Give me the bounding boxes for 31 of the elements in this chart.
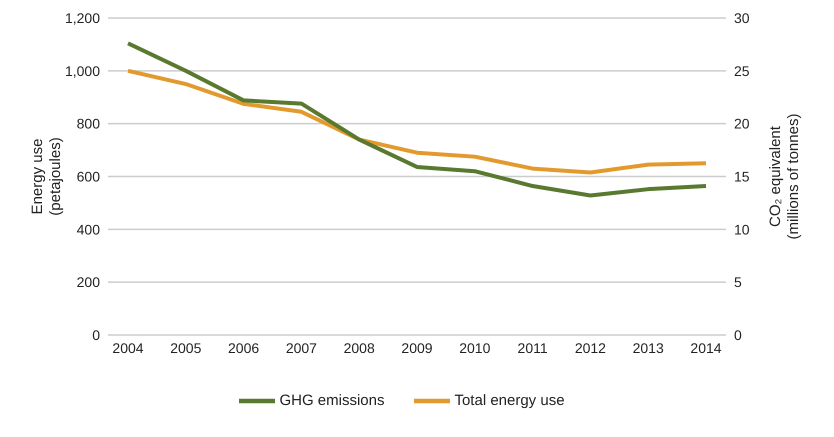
y2-tick-label: 10: [734, 221, 750, 238]
y-tick-label: 1,200: [64, 10, 100, 26]
x-tick-label: 2008: [344, 340, 375, 356]
y2-tick-label: 25: [734, 62, 750, 79]
y2-tick-label: 0: [734, 326, 742, 343]
y2-tick-label: 20: [734, 116, 750, 132]
y-axis-title: Energy use (petajoules): [29, 137, 64, 216]
x-tick-label: 2007: [286, 340, 318, 356]
y-tick-label: 600: [76, 168, 100, 184]
y-tick-label: 400: [76, 221, 100, 238]
y2-tick-label: 15: [734, 168, 750, 184]
y-tick-label: 1,000: [64, 62, 100, 79]
x-tick-label: 2004: [112, 340, 144, 356]
line-series: [126, 68, 708, 175]
legend-label: GHG emissions: [279, 392, 384, 409]
y-tick-label: 0: [92, 326, 100, 343]
x-tick-label: 2013: [632, 340, 664, 356]
x-tick-label: 2014: [690, 340, 722, 356]
y-tick-label: 800: [76, 116, 100, 132]
x-tick-label: 2011: [518, 340, 548, 356]
line-series: [126, 41, 708, 198]
x-tick-label: 2005: [170, 340, 202, 356]
legend-label: Total energy use: [454, 392, 565, 409]
y2-tick-label: 5: [734, 274, 742, 290]
y2-tick-label: 30: [734, 10, 750, 26]
x-tick-label: 2012: [574, 340, 606, 356]
y2-axis-title: CO₂ equivalent (millions of tonnes): [767, 114, 802, 240]
x-tick-label: 2010: [459, 340, 491, 356]
y-tick-label: 200: [76, 274, 100, 290]
x-tick-label: 2006: [228, 340, 260, 356]
x-tick-label: 2009: [401, 340, 433, 356]
